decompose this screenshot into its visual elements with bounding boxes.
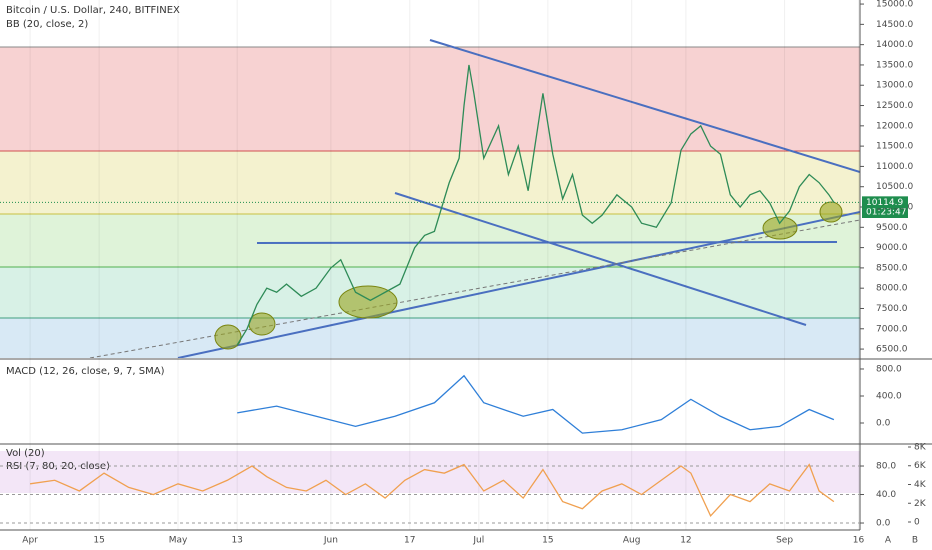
y-tick-label: 7500.0 — [876, 304, 908, 314]
y-tick-label: 11500.0 — [876, 142, 913, 152]
x-tick-label: 15 — [93, 536, 104, 546]
drawings — [89, 39, 860, 358]
y-tick-label: 80.0 — [876, 462, 896, 472]
y-tick-label: 9500.0 — [876, 223, 908, 233]
y-tick-label: 14000.0 — [876, 40, 913, 50]
y-tick-label: 13500.0 — [876, 60, 913, 70]
indicator: BB (20, close, 2) — [6, 19, 88, 30]
rsi-band — [0, 451, 860, 493]
last-price-label: 10114.9 — [866, 198, 903, 208]
y-tick-label: 10500.0 — [876, 182, 913, 192]
y2-tick-label: 6K — [914, 461, 927, 471]
x-tick-label: 12 — [680, 536, 691, 546]
series-line — [236, 64, 835, 346]
series-line — [237, 374, 835, 434]
y2-tick-label: 4K — [914, 480, 927, 490]
y-tick-label: 8500.0 — [876, 263, 908, 273]
y-tick-label: 13000.0 — [876, 81, 913, 91]
vol-title: Vol (20) — [6, 448, 45, 459]
y-tick-label: 7000.0 — [876, 324, 908, 334]
countdown-box — [862, 206, 908, 218]
rsi-title: RSI (7, 80, 20, close) — [6, 461, 110, 472]
button[interactable]: B — [912, 536, 918, 546]
x-tick-label: 16 — [853, 536, 865, 546]
y-tick-label: 14500.0 — [876, 20, 913, 30]
x-tick-label: 13 — [231, 536, 242, 546]
y-tick-label: 400.0 — [876, 391, 902, 401]
x-tick-label: 15 — [542, 536, 553, 546]
y-tick-label: 800.0 — [876, 364, 902, 374]
button[interactable]: A — [885, 536, 892, 546]
x-tick-label: May — [169, 536, 188, 546]
x-tick-label: Sep — [776, 536, 793, 546]
last-price-box — [862, 196, 908, 209]
y-tick-label: 6500.0 — [876, 345, 908, 355]
x-tick-label: 17 — [404, 536, 415, 546]
x-tick-label: Jul — [472, 536, 484, 546]
y2-tick-label: 0 — [914, 518, 920, 528]
series-line — [29, 463, 835, 518]
symbol: Bitcoin / U.S. Dollar, 240, BITFINEX — [6, 5, 180, 16]
y-tick-label: 12500.0 — [876, 101, 913, 111]
countdown: 01:23:47 — [866, 208, 906, 218]
macd-title: MACD (12, 26, close, 9, 7, SMA) — [6, 366, 165, 377]
x-tick-label: Aug — [623, 536, 641, 546]
x-tick-label: Jun — [323, 536, 338, 546]
y-tick-label: 9000.0 — [876, 243, 908, 253]
y2-tick-label: 2K — [914, 499, 927, 509]
y-tick-label: 40.0 — [876, 490, 896, 500]
y-tick-label: 12000.0 — [876, 121, 913, 131]
y-tick-label: 15000.0 — [876, 0, 913, 10]
x-tick-label: Apr — [22, 536, 38, 546]
y2-tick-label: 8K — [914, 442, 927, 452]
y-tick-label: 0.0 — [876, 419, 891, 429]
fib-bands — [0, 46, 860, 358]
y-tick-label: 0.0 — [876, 519, 891, 529]
y-tick-label: 8000.0 — [876, 284, 908, 294]
y-tick-label: 11000.0 — [876, 162, 913, 172]
